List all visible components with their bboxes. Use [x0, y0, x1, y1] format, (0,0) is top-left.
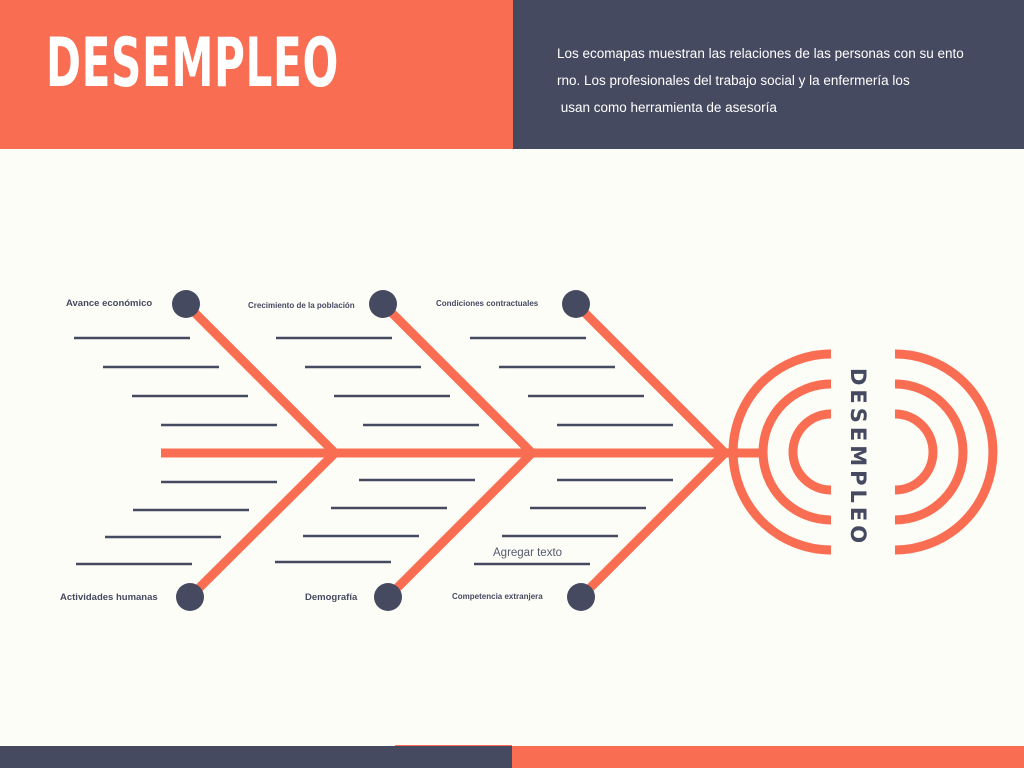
description-line: rno. Los profesionales del trabajo socia… — [557, 73, 910, 88]
bone-bottom-3 — [577, 449, 729, 601]
head-label: DESEMPLEO — [846, 368, 870, 547]
cause-label[interactable]: Crecimiento de la población — [248, 301, 355, 310]
cause-label[interactable]: Actividades humanas — [60, 592, 158, 603]
head-arc-inner-right — [894, 409, 938, 495]
footer-accent-bar — [512, 746, 1024, 768]
bone-top-3 — [572, 300, 729, 457]
cause-label[interactable]: Avance económico — [66, 298, 152, 309]
page-title: DESEMPLEO — [46, 24, 339, 103]
cause-label[interactable]: Competencia extranjera — [452, 592, 543, 601]
header-accent-panel: DESEMPLEO — [0, 0, 513, 149]
head-arc-inner-left — [788, 409, 832, 495]
head-arc-outer-right — [894, 349, 998, 555]
cause-node — [369, 290, 397, 318]
placeholder-lines — [74, 336, 673, 566]
description-line: usan como herramienta de asesoría — [557, 100, 777, 115]
bone-bottom-2 — [384, 449, 536, 601]
description-line: Los ecomapas muestran las relaciones de … — [557, 46, 964, 61]
head-arc-mid-right — [894, 379, 968, 525]
footer-dark-bar — [0, 746, 512, 768]
bone-top-1 — [182, 300, 339, 457]
add-text-placeholder[interactable]: Agregar texto — [493, 547, 562, 559]
cause-label[interactable]: Demografía — [305, 592, 358, 603]
fishbone-diagram: Avance económico Crecimiento de la pobla… — [60, 290, 998, 611]
cause-node — [567, 583, 595, 611]
cause-node — [374, 583, 402, 611]
bone-bottom-1 — [186, 449, 339, 601]
cause-node — [172, 290, 200, 318]
cause-label[interactable]: Condiciones contractuales — [436, 299, 539, 308]
head-arc-outer-left — [728, 349, 832, 555]
head-arc-mid-left — [758, 379, 832, 525]
cause-node — [562, 290, 590, 318]
cause-node — [176, 583, 204, 611]
bone-top-2 — [379, 300, 536, 457]
header-description: Los ecomapas muestran las relaciones de … — [557, 40, 1007, 121]
fishbone-head — [728, 349, 998, 555]
header-description-panel: Los ecomapas muestran las relaciones de … — [513, 0, 1024, 149]
